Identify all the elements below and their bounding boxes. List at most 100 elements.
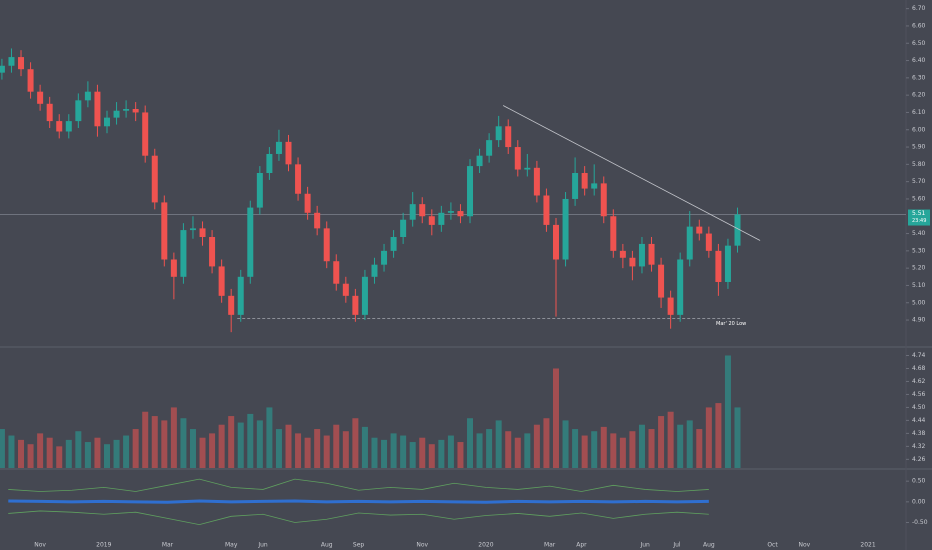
candle-body [572,173,579,199]
x-tick-label: Oct [767,542,778,549]
candle-body [581,173,588,189]
volume-bar [8,435,15,468]
volume-bar [189,429,196,468]
volume-bar [581,435,588,468]
y-tick-label: 5.10 [912,282,926,289]
candle-body [428,216,435,225]
volume-bar [638,424,645,468]
y-tick-label: 6.00 [912,126,926,133]
x-tick-label: Mar [162,542,174,549]
candle-body [342,283,349,296]
y-tick-label: 6.60 [912,22,926,29]
x-tick-label: Aug [703,542,715,549]
candle-body [495,126,502,141]
volume-bar [142,411,149,468]
volume-bar [667,411,674,468]
y-tick-label: -0.50 [912,519,928,526]
candle-body [84,91,91,101]
volume-bar [428,444,435,468]
x-tick-label: Nov [416,542,428,549]
volume-bar [333,424,340,468]
candle-body [94,91,101,127]
oscillator-line [8,510,709,526]
volume-bar [619,437,626,468]
candle-body [256,173,263,208]
candle-body [285,141,292,165]
candle-body [514,147,521,170]
candle-body [543,195,550,225]
candle-body [419,204,426,217]
candle-body [677,259,684,315]
trendline [502,105,761,241]
volume-bar [677,424,684,468]
volume-bar [476,433,483,468]
volume-bar [419,437,426,468]
candle-body [0,65,5,73]
candle-body [381,250,388,265]
y-tick-label: 4.38 [912,430,926,437]
x-tick-label: 2021 [860,542,875,549]
y-tick-label: 4.26 [912,456,926,463]
candle-body [189,228,196,231]
last-price-label: 5.51 [912,210,926,217]
volume-bar [237,422,244,468]
volume-bar [342,431,349,468]
candle-body [486,140,493,156]
y-tick-label: 4.62 [912,378,926,385]
volume-bar [447,435,454,468]
volume-bar [94,437,101,468]
candle-body [438,212,445,225]
volume-bar [18,439,25,468]
x-tick-label: Jul [672,542,681,549]
volume-bar [113,439,120,468]
candle-body [524,167,531,170]
candle-body [228,295,235,315]
volume-bar [438,439,445,468]
y-tick-label: 4.44 [912,417,926,424]
candle-body [505,126,512,148]
volume-bar [658,416,665,468]
candle-body [333,261,340,284]
candle-body [610,216,617,251]
volume-bar [228,416,235,468]
y-tick-label: 6.70 [912,5,926,12]
volume-bar [247,413,254,468]
volume-bar [180,418,187,468]
candle-body [447,211,454,213]
volume-bar [524,433,531,468]
y-tick-label: 0.50 [912,478,926,485]
candle-body [600,183,607,217]
volume-bar [629,431,636,468]
volume-bar [486,429,493,468]
y-tick-label: 5.00 [912,299,926,306]
volume-bar [715,403,722,468]
candle-body [170,259,177,277]
volume-bar [323,435,330,468]
y-tick-label: 4.32 [912,443,926,450]
y-tick-label: 4.50 [912,404,926,411]
candle-body [562,198,569,260]
candle-body [705,233,712,251]
volume-bar [724,355,731,468]
volume-bar [275,429,282,468]
volume-bar [562,420,569,468]
candle-body [75,100,82,122]
candle-body [734,214,741,246]
candle-body [314,212,321,229]
y-tick-label: 6.40 [912,57,926,64]
candle-body [724,245,731,282]
volume-bar [266,407,273,468]
volume-bar [505,431,512,468]
x-tick-label: Jun [257,542,268,549]
volume-bar [170,407,177,468]
candle-body [658,264,665,298]
volume-bar [256,420,263,468]
candle-body [400,219,407,238]
candle-body [56,121,63,132]
y-tick-label: 4.68 [912,365,926,372]
oscillator-line [8,499,709,504]
volume-bar [409,442,416,468]
candle-body [180,230,187,277]
